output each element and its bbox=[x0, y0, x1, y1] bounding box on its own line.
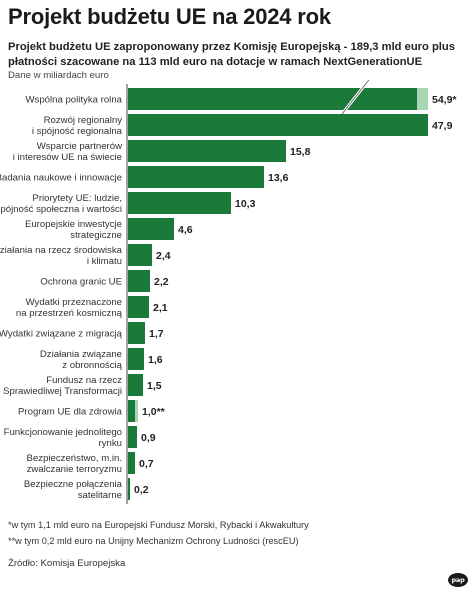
category-label-line: Europejskie inwestycje bbox=[25, 219, 122, 230]
bar-11 bbox=[128, 374, 143, 396]
category-label-line: rynku bbox=[99, 438, 122, 449]
bar-6 bbox=[128, 244, 152, 266]
category-label-line: z obronnością bbox=[62, 360, 122, 371]
category-label-line: i interesów UE na świecie bbox=[13, 152, 122, 163]
category-label-12: Program UE dla zdrowia bbox=[18, 407, 123, 418]
category-label-line: Wsparcie partnerów bbox=[37, 141, 122, 152]
value-label-8: 2,1 bbox=[153, 302, 168, 314]
bar-2 bbox=[128, 140, 286, 162]
category-label-line: Funkcjonowanie jednolitego bbox=[4, 427, 122, 438]
value-label-4: 10,3 bbox=[235, 198, 256, 210]
footnote-2: **w tym 0,2 mld euro na Unijny Mechanizm… bbox=[8, 536, 299, 546]
category-label-1: Rozwój regionalny i spójność regionalna bbox=[32, 115, 123, 137]
unit-note: Dane w miliardach euro bbox=[8, 70, 109, 81]
value-label-5: 4,6 bbox=[178, 224, 193, 236]
bar-highlight-12 bbox=[135, 400, 138, 422]
bar-chart: 54,9* Wspólna polityka rolna 47,9 Rozwój re… bbox=[0, 80, 457, 504]
pap-logo: pap bbox=[448, 573, 468, 587]
category-label-line: Wydatki przeznaczone bbox=[26, 297, 122, 308]
value-label-7: 2,2 bbox=[154, 276, 169, 288]
category-label-14: Bezpieczeństwo, m.in. zwalczanie terroryz… bbox=[27, 453, 122, 475]
category-label-0: Wspólna polityka rolna bbox=[25, 95, 122, 106]
category-label-line: Badania naukowe i innowacje bbox=[0, 173, 122, 184]
bar-4 bbox=[128, 192, 231, 214]
footnote-1: *w tym 1,1 mld euro na Europejski Fundus… bbox=[8, 520, 309, 530]
category-label-line: Ochrona granic UE bbox=[40, 277, 122, 288]
category-label-line: Wspólna polityka rolna bbox=[25, 95, 122, 106]
category-label-line: strategiczne bbox=[70, 230, 122, 241]
value-label-10: 1,6 bbox=[148, 354, 163, 366]
bar-13 bbox=[128, 426, 137, 448]
value-label-2: 15,8 bbox=[290, 146, 311, 158]
bar-8 bbox=[128, 296, 149, 318]
bar-12 bbox=[128, 400, 138, 422]
category-label-line: Bezpieczeństwo, m.in. bbox=[27, 453, 122, 464]
chart-title: Projekt budżetu UE na 2024 rok bbox=[8, 4, 331, 29]
bar-10 bbox=[128, 348, 144, 370]
bar-15 bbox=[128, 478, 130, 500]
category-label-5: Europejskie inwestycje strategiczne bbox=[25, 219, 122, 241]
category-label-line: i klimatu bbox=[87, 256, 122, 267]
category-label-7: Ochrona granic UE bbox=[40, 277, 122, 288]
category-label-8: Wydatki przeznaczone na przestrzeń kosmic… bbox=[16, 297, 123, 319]
bar-7 bbox=[128, 270, 150, 292]
category-label-2: Wsparcie partnerów i interesów UE na świe… bbox=[13, 141, 122, 163]
category-label-line: Działania na rzecz środowiska bbox=[0, 245, 123, 256]
category-label-line: na przestrzeń kosmiczną bbox=[16, 308, 123, 319]
category-label-13: Funkcjonowanie jednolitego rynku bbox=[4, 427, 122, 449]
bar-1 bbox=[128, 114, 428, 136]
category-label-10: Działania związane z obronnością bbox=[40, 349, 123, 371]
value-label-15: 0,2 bbox=[134, 484, 149, 496]
category-label-line: zwalczanie terroryzmu bbox=[27, 464, 122, 475]
category-label-line: Sprawiedliwej Transformacji bbox=[3, 386, 122, 397]
category-label-15: Bezpieczne połączenia satelitarne bbox=[24, 479, 123, 501]
value-label-14: 0,7 bbox=[139, 458, 154, 470]
category-label-line: satelitarne bbox=[78, 490, 122, 501]
value-label-6: 2,4 bbox=[156, 250, 171, 262]
category-label-line: spójność społeczna i wartości bbox=[0, 204, 122, 215]
chart-subtitle: Projekt budżetu UE zaproponowany przez K… bbox=[8, 41, 455, 68]
value-label-12: 1,0** bbox=[142, 406, 166, 418]
source-note: Źródło: Komisja Europejska bbox=[8, 558, 126, 569]
bar-0 bbox=[128, 88, 428, 110]
bar-3 bbox=[128, 166, 264, 188]
bar-14 bbox=[128, 452, 135, 474]
category-label-9: Wydatki związane z migracją bbox=[0, 329, 123, 340]
value-label-13: 0,9 bbox=[141, 432, 156, 444]
category-label-3: Badania naukowe i innowacje bbox=[0, 173, 122, 184]
bar-9 bbox=[128, 322, 145, 344]
category-label-line: i spójność regionalna bbox=[32, 126, 123, 137]
value-label-11: 1,5 bbox=[147, 380, 162, 392]
value-label-9: 1,7 bbox=[149, 328, 164, 340]
category-label-line: Wydatki związane z migracją bbox=[0, 329, 123, 340]
category-label-line: Program UE dla zdrowia bbox=[18, 407, 123, 418]
category-label-line: Rozwój regionalny bbox=[44, 115, 123, 126]
category-label-line: Fundusz na rzecz bbox=[46, 375, 122, 386]
bar-5 bbox=[128, 218, 174, 240]
category-label-line: Działania związane bbox=[40, 349, 122, 360]
category-label-11: Fundusz na rzecz Sprawiedliwej Transforma… bbox=[3, 375, 122, 397]
value-label-1: 47,9 bbox=[432, 120, 453, 132]
category-label-line: Priorytety UE: ludzie, bbox=[32, 193, 122, 204]
category-label-line: Bezpieczne połączenia bbox=[24, 479, 123, 490]
axis-break-line bbox=[341, 80, 370, 115]
category-label-4: Priorytety UE: ludzie, spójność społeczna… bbox=[0, 193, 122, 215]
category-label-6: Działania na rzecz środowiska i klimatu bbox=[0, 245, 123, 267]
value-label-0: 54,9* bbox=[432, 94, 457, 106]
value-label-3: 13,6 bbox=[268, 172, 289, 184]
bar-highlight-0 bbox=[417, 88, 428, 110]
